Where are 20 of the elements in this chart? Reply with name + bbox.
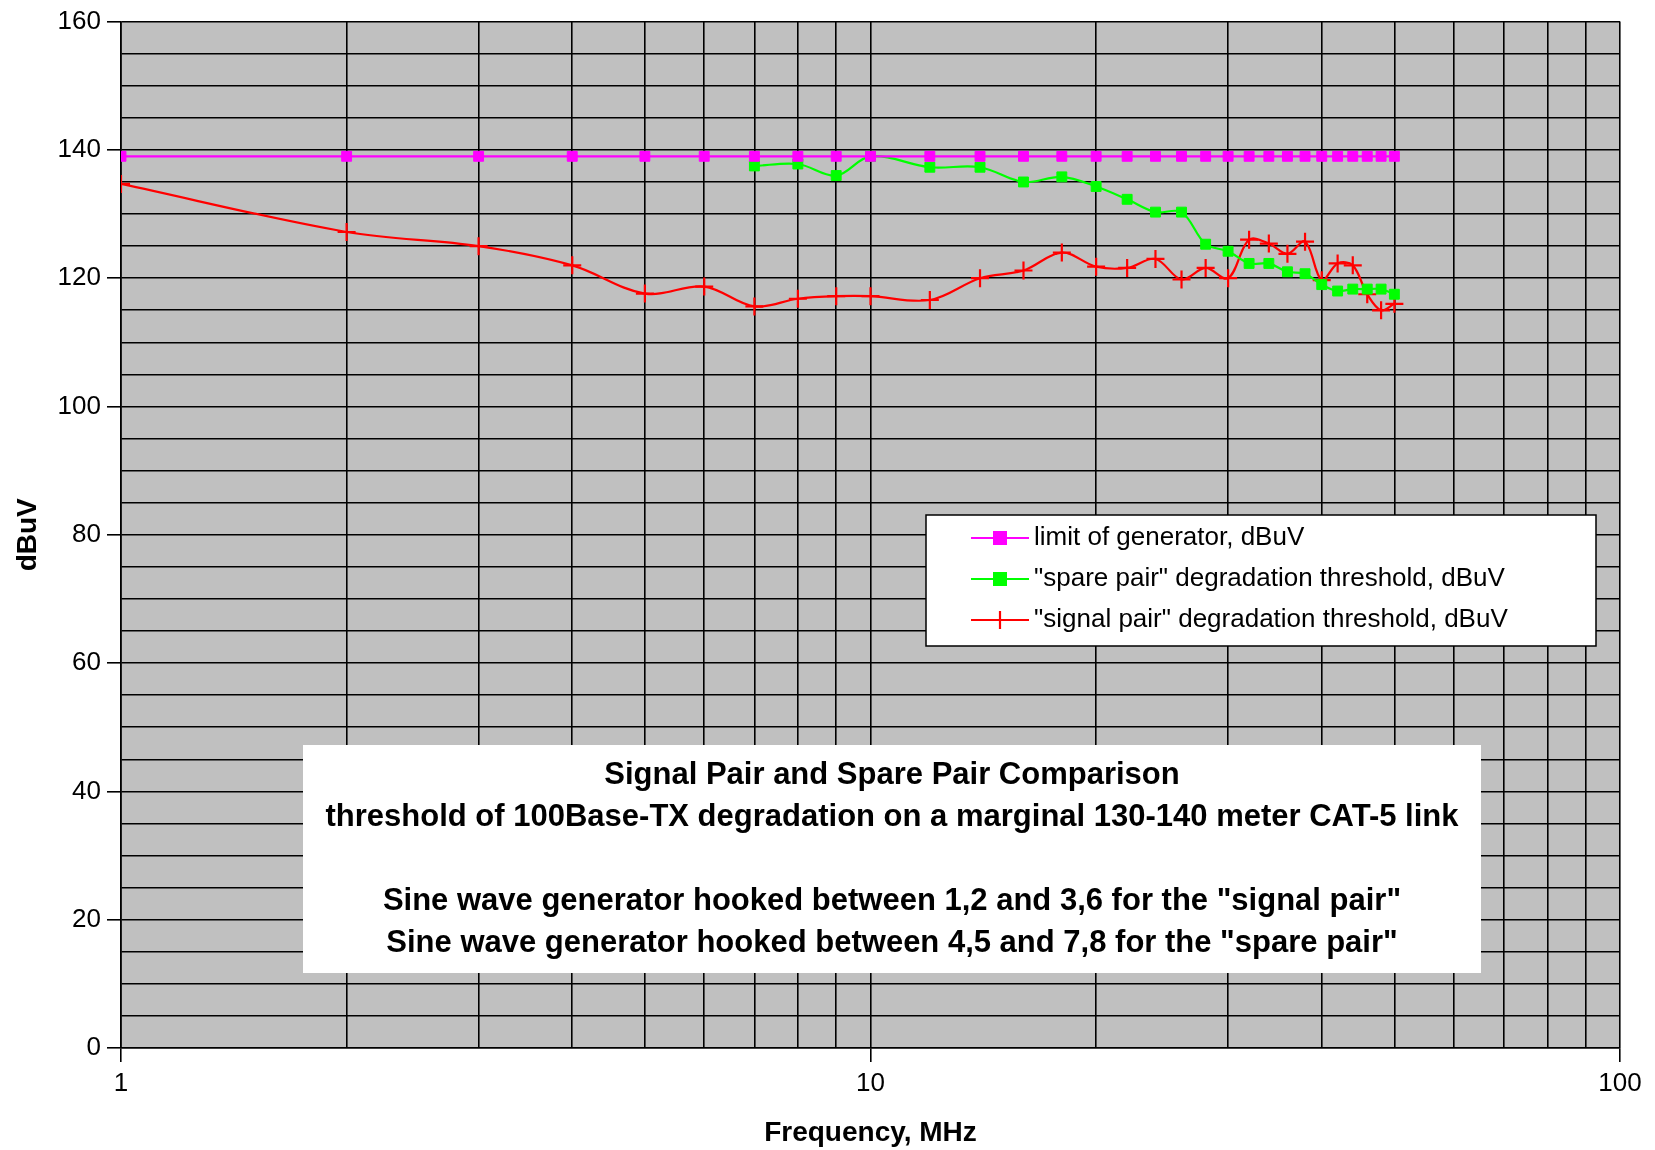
y-tick-label: 20: [72, 902, 101, 933]
x-tick-label: 1: [113, 1066, 129, 1097]
y-tick-label: 80: [72, 517, 101, 548]
x-tick-label: 100: [1598, 1066, 1642, 1097]
y-tick-label: 0: [86, 1031, 101, 1062]
legend-label: "spare pair" degradation threshold, dBuV: [1034, 562, 1506, 593]
annotation: Sine wave generator hooked between 4,5 and 7,8 for the "spare pair": [385, 923, 1399, 961]
x-axis-title: Frequency, MHz: [764, 1115, 977, 1147]
caption-box: Signal Pair and Spare Pair Comparison threshold of 100Base-TX degradation on a marginal 130-140 meter CAT-5 link Sine wave generator hooked between 1,2 and 3,6 for the "signal pair" Sine wave generator hooked between 4,5 and 7,8 for the "spare pair": [303, 745, 1481, 973]
annotation: Sine wave generator hooked between 1,2 and 3,6 for the "signal pair": [381, 881, 1403, 919]
y-tick-label: 160: [57, 4, 101, 35]
x-tick-label: 10: [856, 1066, 885, 1097]
legend-label: limit of generator, dBuV: [1034, 521, 1305, 552]
y-axis-title: dBuV: [10, 497, 42, 572]
legend-label: "signal pair" degradation threshold, dBuV: [1034, 603, 1509, 634]
y-tick-label: 60: [72, 646, 101, 677]
y-tick-label: 100: [57, 389, 101, 420]
y-tick-label: 40: [72, 774, 101, 805]
y-tick-label: 120: [57, 261, 101, 292]
y-tick-label: 140: [57, 133, 101, 164]
